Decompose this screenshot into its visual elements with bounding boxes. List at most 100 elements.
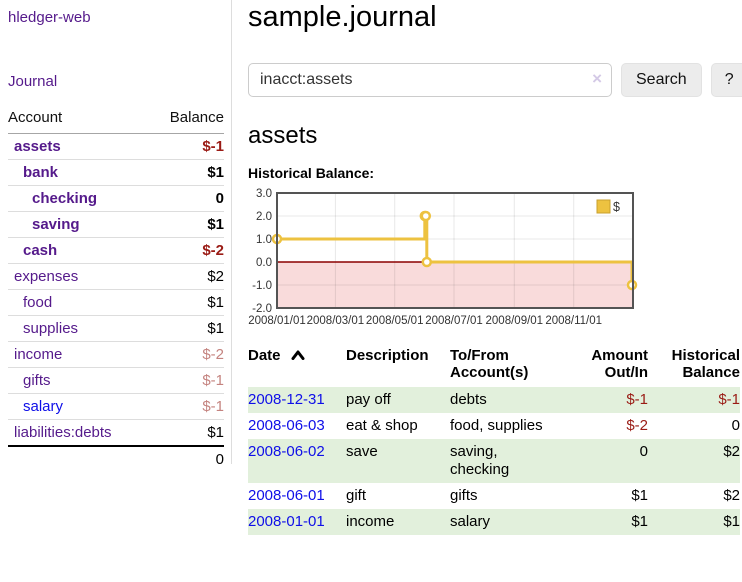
account-row: salary $-1 bbox=[8, 393, 224, 420]
account-name-cell: assets bbox=[8, 133, 150, 160]
accounts-total-row: 0 bbox=[8, 445, 224, 472]
help-button[interactable]: ? bbox=[710, 63, 742, 97]
register-col-0[interactable]: Date bbox=[248, 347, 346, 387]
account-row: income $-2 bbox=[8, 341, 224, 368]
transaction-date-link[interactable]: 2008-06-03 bbox=[248, 417, 325, 434]
data-point-marker[interactable] bbox=[421, 256, 433, 268]
account-link-cash[interactable]: cash bbox=[23, 242, 58, 259]
account-link-checking[interactable]: checking bbox=[32, 190, 98, 207]
transaction-accounts: food, supplies bbox=[450, 417, 543, 434]
account-link-income[interactable]: income bbox=[14, 346, 63, 363]
clear-search-icon[interactable]: × bbox=[592, 69, 602, 88]
transaction-balance: 0 bbox=[731, 417, 740, 434]
transaction-date-cell: 2008-06-03 bbox=[248, 413, 346, 439]
account-balance: $-1 bbox=[149, 367, 224, 394]
sidebar: hledger-web Journal Account Balance asse… bbox=[0, 0, 232, 472]
transaction-amount: 0 bbox=[639, 443, 648, 460]
y-tick-label: -1.0 bbox=[252, 280, 272, 292]
accounts-header-row: Account Balance bbox=[8, 106, 224, 134]
account-name-cell: gifts bbox=[8, 367, 150, 394]
transaction-amount: $-2 bbox=[626, 417, 648, 434]
search-button[interactable]: Search bbox=[621, 63, 702, 97]
transaction-date-link[interactable]: 2008-12-31 bbox=[248, 391, 325, 408]
account-row: assets $-1 bbox=[8, 133, 224, 160]
account-link-bank[interactable]: bank bbox=[23, 164, 59, 181]
transaction-accounts: debts bbox=[450, 391, 487, 408]
register-table-body: 2008-12-31 pay off debts $-1 $-1 2008-06… bbox=[248, 387, 740, 535]
transaction-balance: $1 bbox=[723, 513, 740, 530]
y-tick-label: 2.0 bbox=[256, 211, 272, 223]
account-name-cell: cash bbox=[8, 237, 150, 264]
x-tick-label: 2008/05/01 bbox=[366, 315, 424, 327]
y-tick-label: 3.0 bbox=[256, 188, 272, 200]
account-name-cell: food bbox=[8, 289, 150, 316]
transaction-date-link[interactable]: 2008-01-01 bbox=[248, 513, 325, 530]
register-col-2: To/From Account(s) bbox=[450, 347, 529, 381]
account-link-food[interactable]: food bbox=[23, 294, 53, 311]
account-row: gifts $-1 bbox=[8, 367, 224, 394]
register-col-3: Amount Out/In bbox=[591, 347, 648, 381]
transaction-row[interactable]: 2008-12-31 pay off debts $-1 $-1 bbox=[248, 387, 740, 413]
sidebar-item-journal[interactable]: Journal bbox=[8, 73, 58, 90]
transaction-description: save bbox=[346, 443, 378, 460]
data-point-marker[interactable] bbox=[420, 210, 432, 222]
transaction-date-cell: 2008-12-31 bbox=[248, 387, 346, 413]
transaction-amount: $1 bbox=[631, 513, 648, 530]
account-link-salary[interactable]: salary bbox=[23, 398, 64, 415]
accounts-total-spacer bbox=[8, 445, 150, 472]
transaction-date-cell: 2008-06-01 bbox=[248, 483, 346, 509]
transaction-description: eat & shop bbox=[346, 417, 418, 434]
account-name-cell: income bbox=[8, 341, 150, 368]
account-link-expenses[interactable]: expenses bbox=[14, 268, 79, 285]
account-balance: $-2 bbox=[149, 237, 224, 264]
plot-border bbox=[276, 192, 634, 309]
transaction-date-link[interactable]: 2008-06-02 bbox=[248, 443, 325, 460]
account-name-cell: salary bbox=[8, 393, 150, 420]
account-row: checking 0 bbox=[8, 185, 224, 212]
transaction-date-cell: 2008-01-01 bbox=[248, 509, 346, 535]
account-link-supplies[interactable]: supplies bbox=[23, 320, 79, 337]
transaction-row[interactable]: 2008-01-01 income salary $1 $1 bbox=[248, 509, 740, 535]
account-link-saving[interactable]: saving bbox=[32, 216, 80, 233]
account-row: supplies $1 bbox=[8, 315, 224, 342]
transaction-row[interactable]: 2008-06-01 gift gifts $1 $2 bbox=[248, 483, 740, 509]
accounts-header-balance: Balance bbox=[149, 106, 224, 134]
account-link-liabilities:debts[interactable]: liabilities:debts bbox=[14, 424, 112, 441]
accounts-table: Account Balance assets $-1 bank $1 check… bbox=[8, 106, 224, 472]
account-balance: $1 bbox=[149, 289, 224, 316]
transaction-description: gift bbox=[346, 487, 367, 504]
account-balance: $1 bbox=[149, 211, 224, 238]
account-name-cell: expenses bbox=[8, 263, 150, 290]
accounts-header-account: Account bbox=[8, 106, 150, 134]
x-tick-label: 2008/11/01 bbox=[545, 315, 602, 327]
account-row: liabilities:debts $1 bbox=[8, 419, 224, 447]
account-row: bank $1 bbox=[8, 159, 224, 186]
account-link-gifts[interactable]: gifts bbox=[23, 372, 51, 389]
account-name-cell: checking bbox=[8, 185, 150, 212]
transaction-row[interactable]: 2008-06-03 eat & shop food, supplies $-2… bbox=[248, 413, 740, 439]
account-link-assets[interactable]: assets bbox=[14, 138, 61, 155]
x-tick-label: 2008/01/01 bbox=[248, 315, 306, 327]
transaction-balance: $-1 bbox=[718, 391, 740, 408]
transaction-date-link[interactable]: 2008-06-01 bbox=[248, 487, 325, 504]
transaction-amount: $-1 bbox=[626, 391, 648, 408]
transaction-row[interactable]: 2008-06-02 save saving, checking 0 $2 bbox=[248, 439, 740, 483]
transaction-accounts: saving, checking bbox=[450, 443, 510, 478]
transaction-accounts: gifts bbox=[450, 487, 478, 504]
account-heading: assets bbox=[248, 122, 318, 149]
transaction-balance: $2 bbox=[723, 487, 740, 504]
transaction-amount: $1 bbox=[631, 487, 648, 504]
transaction-description: pay off bbox=[346, 391, 391, 408]
historical-balance-chart: $3.0 2.0 1.0 0.0 -1.0 -2.0 2008/01/01 2008/03/0… bbox=[241, 187, 742, 329]
main-content: sample.journal × Search ? assets Histori… bbox=[232, 0, 742, 535]
account-row: expenses $2 bbox=[8, 263, 224, 290]
hledger-web-app: hledger-web Journal Account Balance asse… bbox=[0, 0, 742, 535]
brand-link[interactable]: hledger-web bbox=[8, 9, 91, 26]
account-balance: $1 bbox=[149, 419, 224, 447]
sort-ascending-icon bbox=[291, 350, 305, 360]
account-row: saving $1 bbox=[8, 211, 224, 238]
account-balance: 0 bbox=[149, 185, 224, 212]
transaction-balance: $2 bbox=[723, 443, 740, 460]
x-tick-label: 2008/07/01 bbox=[425, 315, 483, 327]
search-input[interactable] bbox=[248, 63, 612, 97]
